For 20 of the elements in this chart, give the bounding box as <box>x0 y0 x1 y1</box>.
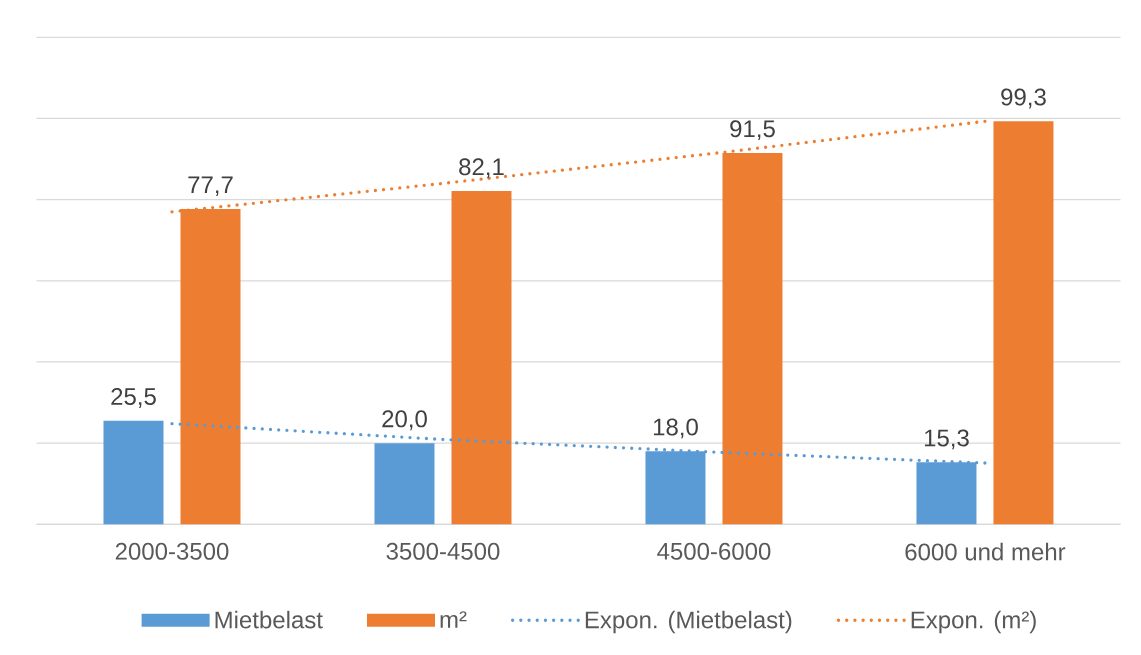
bar <box>993 121 1054 525</box>
data-label: 25,5 <box>111 388 156 408</box>
data-label: 91,5 <box>730 120 775 141</box>
data-label: 20,0 <box>382 410 427 431</box>
bar <box>451 191 512 525</box>
legend-label: Expon. (m²) <box>911 610 1036 634</box>
x-tick-label: 3500-4500 <box>386 542 500 560</box>
data-label: 99,3 <box>1001 88 1046 109</box>
x-tick-label: 2000-3500 <box>115 542 229 560</box>
legend-label: Mietbelast <box>215 610 323 629</box>
legend-label: Expon. (Mietbelast) <box>585 610 792 634</box>
x-tick-label: 4500-6000 <box>657 542 771 560</box>
data-label: 15,3 <box>924 429 969 450</box>
data-label: 82,1 <box>459 158 504 179</box>
data-label: 18,0 <box>653 418 698 439</box>
legend-label: m² <box>440 611 467 628</box>
bar <box>103 420 164 525</box>
data-label: 77,7 <box>188 176 233 197</box>
x-tick-label: 6000 und mehr <box>905 542 1066 561</box>
bar <box>374 443 435 525</box>
